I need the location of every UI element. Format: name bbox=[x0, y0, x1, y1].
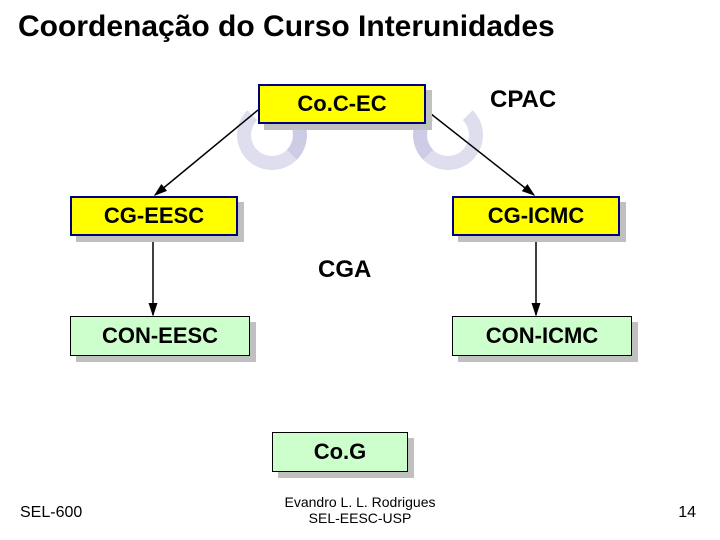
footer-page-number: 14 bbox=[678, 504, 696, 522]
label-cga: CGA bbox=[318, 256, 371, 284]
box-cg-icmc: CG-ICMC bbox=[452, 196, 620, 236]
footer-author-line2: SEL-EESC-USP bbox=[309, 510, 412, 526]
footer-author: Evandro L. L. Rodrigues SEL-EESC-USP bbox=[0, 494, 720, 526]
box-con-eesc: CON-EESC bbox=[70, 316, 250, 356]
label-cpac: CPAC bbox=[490, 86, 556, 114]
box-coc-ec: Co.C-EC bbox=[258, 84, 426, 124]
box-cog: Co.G bbox=[272, 432, 408, 472]
box-cg-eesc: CG-EESC bbox=[70, 196, 238, 236]
footer-author-line1: Evandro L. L. Rodrigues bbox=[285, 494, 436, 510]
box-con-icmc: CON-ICMC bbox=[452, 316, 632, 356]
